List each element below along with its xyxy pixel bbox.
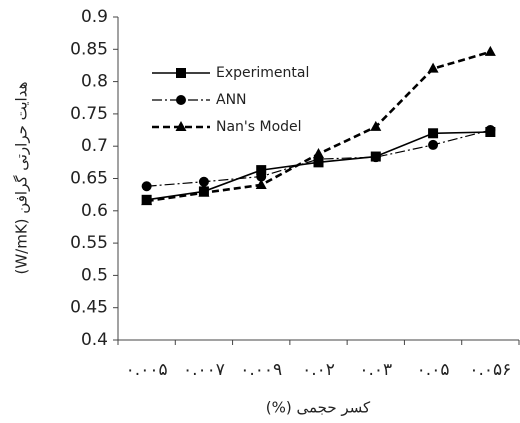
legend-marker: [176, 95, 186, 105]
legend-label: ANN: [216, 92, 247, 108]
y-tick-label: 0.7: [81, 136, 108, 156]
x-tick-label: ۰.۰۰۹: [240, 360, 282, 380]
x-tick-label: ۰.۰۲: [302, 360, 335, 380]
y-tick-label: 0.85: [70, 39, 108, 59]
y-tick-label: 0.75: [70, 104, 108, 124]
marker: [313, 147, 324, 158]
marker: [370, 120, 382, 131]
marker: [428, 139, 439, 150]
marker: [198, 176, 209, 187]
x-tick-label: ۰.۰۵: [417, 360, 450, 380]
marker: [427, 62, 439, 73]
marker: [428, 128, 439, 139]
marker: [141, 195, 153, 206]
marker: [256, 171, 267, 182]
y-axis-title: هدایت حرارتی گرافن (W/mK): [13, 81, 31, 274]
x-tick-label: ۰.۰۰۵: [126, 360, 168, 380]
y-tick-label: 0.55: [70, 233, 108, 253]
marker: [141, 181, 152, 192]
x-tick-label: ۰.۰۰۷: [183, 360, 225, 380]
marker: [256, 165, 267, 176]
marker: [255, 178, 267, 189]
marker: [370, 152, 381, 163]
x-axis-title: کسر حجمی (%): [266, 399, 371, 417]
y-tick-label: 0.45: [70, 298, 108, 318]
y-tick-label: 0.6: [81, 201, 108, 221]
x-tick-label: ۰.۰۵۶: [469, 360, 511, 380]
y-tick-label: 0.65: [70, 169, 108, 189]
legend-marker: [175, 121, 187, 131]
y-tick-label: 0.8: [81, 72, 108, 92]
y-tick-label: 0.9: [81, 7, 108, 27]
legend-label: Experimental: [216, 65, 309, 81]
legend-marker: [176, 68, 186, 78]
y-tick-label: 0.5: [81, 265, 108, 285]
marker: [485, 125, 496, 136]
marker: [484, 45, 496, 56]
y-tick-label: 0.4: [81, 330, 108, 350]
x-tick-label: ۰.۰۳: [359, 360, 392, 380]
legend-label: Nan's Model: [216, 119, 302, 135]
marker: [198, 186, 210, 197]
